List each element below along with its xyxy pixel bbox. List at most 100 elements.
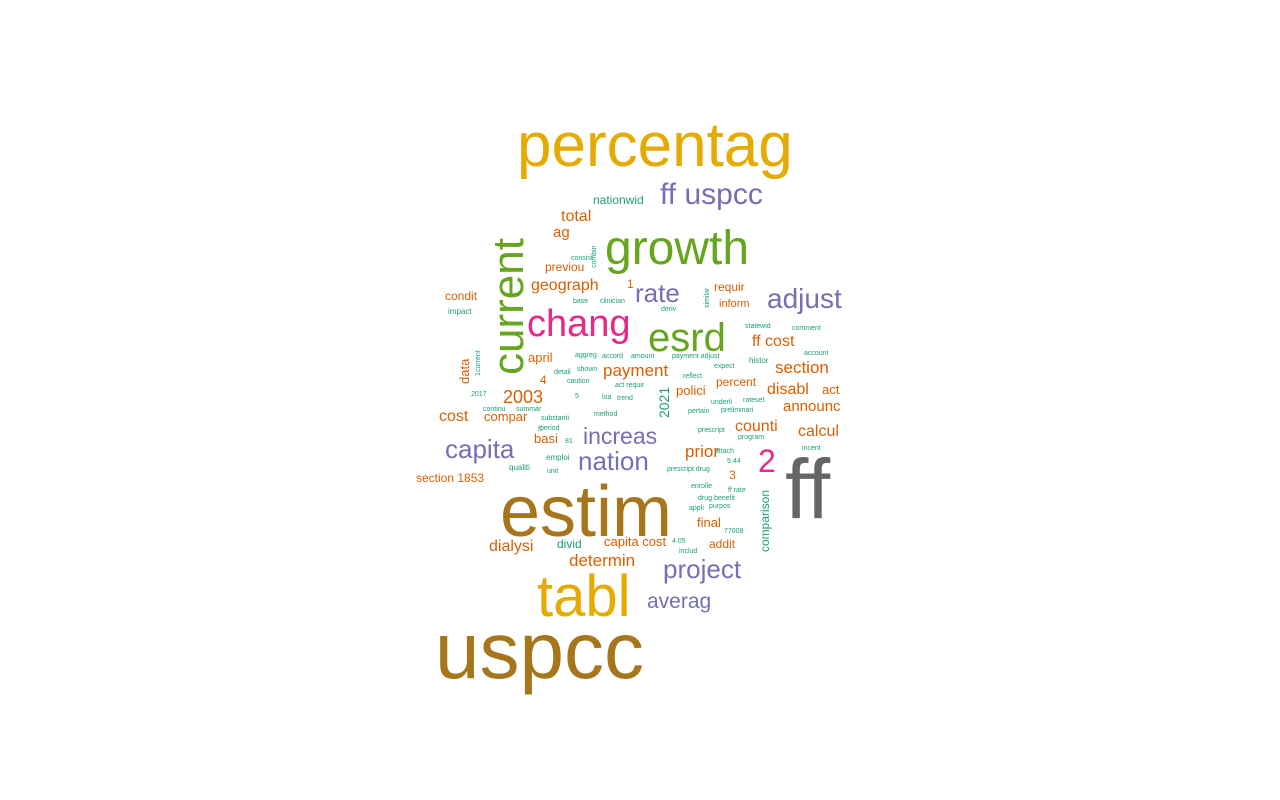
cloud-word: base [573,298,588,305]
cloud-word: ff uspcc [660,178,763,211]
cloud-word: divid [557,537,582,551]
cloud-word: 2 [758,443,776,479]
cloud-word: qualiti [509,463,530,472]
cloud-word: averag [647,590,711,613]
cloud-word: 5 [575,393,579,400]
cloud-word: determin [569,551,635,570]
cloud-word: 5.44 [727,458,741,465]
cloud-word: data [457,358,472,384]
cloud-word: drug benefit [698,495,735,502]
cloud-word: section [775,358,829,377]
cloud-word: pertain [688,408,710,415]
cloud-word: attach [715,448,734,455]
cloud-word: ff cost [752,333,795,350]
cloud-word: continu [483,406,506,413]
cloud-word: impact [448,307,472,316]
cloud-word: act requir [615,382,645,389]
cloud-word: chang [527,303,631,345]
cloud-word: enrolle [691,483,712,490]
cloud-word: capita [445,434,515,464]
cloud-word: 77008 [724,528,744,535]
cloud-word: act [822,382,840,397]
cloud-word: 2003 [503,387,543,407]
cloud-word: payment [603,361,668,380]
cloud-word: ff [538,426,542,433]
cloud-word: 1 [627,277,634,291]
cloud-word: ff [785,442,831,536]
cloud-word: preliminari [721,407,754,414]
cloud-word: clinician [600,298,625,305]
cloud-word: summar [516,406,542,413]
cloud-word: substanti [541,415,569,422]
cloud-word: expect [714,363,735,370]
cloud-word: appli [689,505,704,512]
cloud-word: uspcc [435,606,644,695]
cloud-word: compar [484,409,528,424]
cloud-word: consist [571,255,593,262]
cloud-word: account [804,350,829,357]
cloud-word: tabl [537,564,631,629]
cloud-word: requir [714,280,745,294]
cloud-word: program [738,434,764,441]
cloud-word: 81 [565,438,573,445]
cloud-word: deriv [661,306,677,313]
cloud-word: inform [719,298,750,310]
cloud-word: previou [545,260,584,274]
cloud-word: comparison [758,490,772,552]
cloud-word: condit [445,289,478,303]
cloud-word: comment [792,325,821,332]
cloud-word: esrd [648,316,726,360]
cloud-word: section 1853 [416,471,484,485]
cloud-word: 2017 [471,391,487,398]
cloud-word: trend [617,395,633,402]
cloud-word: total [561,208,591,225]
cloud-word: incent [802,445,821,452]
cloud-word: dialysi [489,538,533,555]
cloud-word: counti [735,418,778,435]
cloud-word: 3 [729,468,736,482]
cloud-word: ag [553,224,570,241]
cloud-word: payment adjust [672,353,720,360]
cloud-word: calcul [798,423,839,440]
cloud-word: prescript drug [667,466,710,473]
cloud-word: ff rate [728,487,746,494]
cloud-word: accord [602,353,623,360]
cloud-word: nation [578,446,649,476]
cloud-word: emploi [546,453,570,462]
cloud-word: percentag [517,111,793,180]
cloud-word: method [594,411,617,418]
cloud-word: capita cost [604,534,667,549]
cloud-word: disabl [767,381,809,398]
cloud-word: similar [704,287,711,308]
cloud-word: combin [591,245,598,268]
cloud-word: percent [716,375,757,389]
cloud-word: purpos [709,503,731,510]
cloud-word: announc [783,398,841,415]
cloud-word: loa [602,394,611,401]
cloud-word: prior [685,442,719,461]
cloud-word: growth [605,222,749,275]
cloud-word: 4.05 [672,538,686,545]
cloud-word: shown [577,366,597,373]
cloud-word: 2021 [656,387,672,418]
cloud-word: increas [583,423,657,449]
cloud-word: aggreg [575,352,597,359]
cloud-word: reflect [683,373,702,380]
cloud-word: detail [554,369,571,376]
cloud-word: unit [547,468,558,475]
cloud-word: caution [567,378,590,385]
cloud-word: estim [500,472,672,552]
cloud-word: addit [709,537,736,551]
cloud-word: adjust [767,283,842,314]
cloud-word: geograph [531,277,599,294]
cloud-word: includ [679,548,697,555]
cloud-word: polici [676,383,706,398]
cloud-word: rate [635,278,680,308]
cloud-word: april [528,350,553,365]
cloud-word: underli [711,399,732,406]
cloud-word: histor [749,356,769,365]
cloud-word: project [663,554,742,584]
cloud-word: 4 [540,373,547,387]
cloud-word: basi [534,431,558,446]
